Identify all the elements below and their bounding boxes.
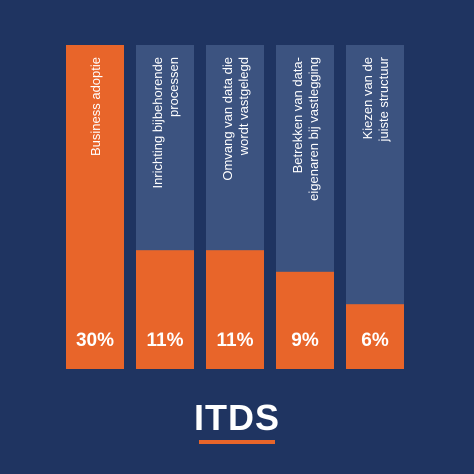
- category-label: Omvang van data die: [220, 57, 235, 181]
- bar: [136, 250, 194, 369]
- category-label: processen: [166, 57, 181, 117]
- category-label: wordt vastgelegd: [236, 57, 251, 156]
- bar: [206, 250, 264, 369]
- itds-logo: ITDS: [193, 397, 280, 438]
- category-label: eigenaren bij vastlegging: [306, 57, 321, 201]
- value-label: 30%: [76, 330, 114, 351]
- logo-underline: [199, 440, 275, 444]
- bar: [276, 271, 334, 369]
- category-label: juiste structuur: [376, 56, 391, 142]
- value-label: 6%: [361, 330, 389, 351]
- value-label: 11%: [217, 330, 254, 351]
- bar: [346, 304, 404, 369]
- bar: [66, 45, 124, 369]
- value-label: 9%: [291, 330, 319, 351]
- category-label: Business adoptie: [88, 57, 103, 156]
- value-label: 11%: [147, 330, 184, 351]
- category-label: Kiezen van de: [360, 57, 375, 139]
- category-label: Betrekken van data-: [290, 57, 305, 173]
- category-label: Inrichting bijbehorende: [150, 57, 165, 189]
